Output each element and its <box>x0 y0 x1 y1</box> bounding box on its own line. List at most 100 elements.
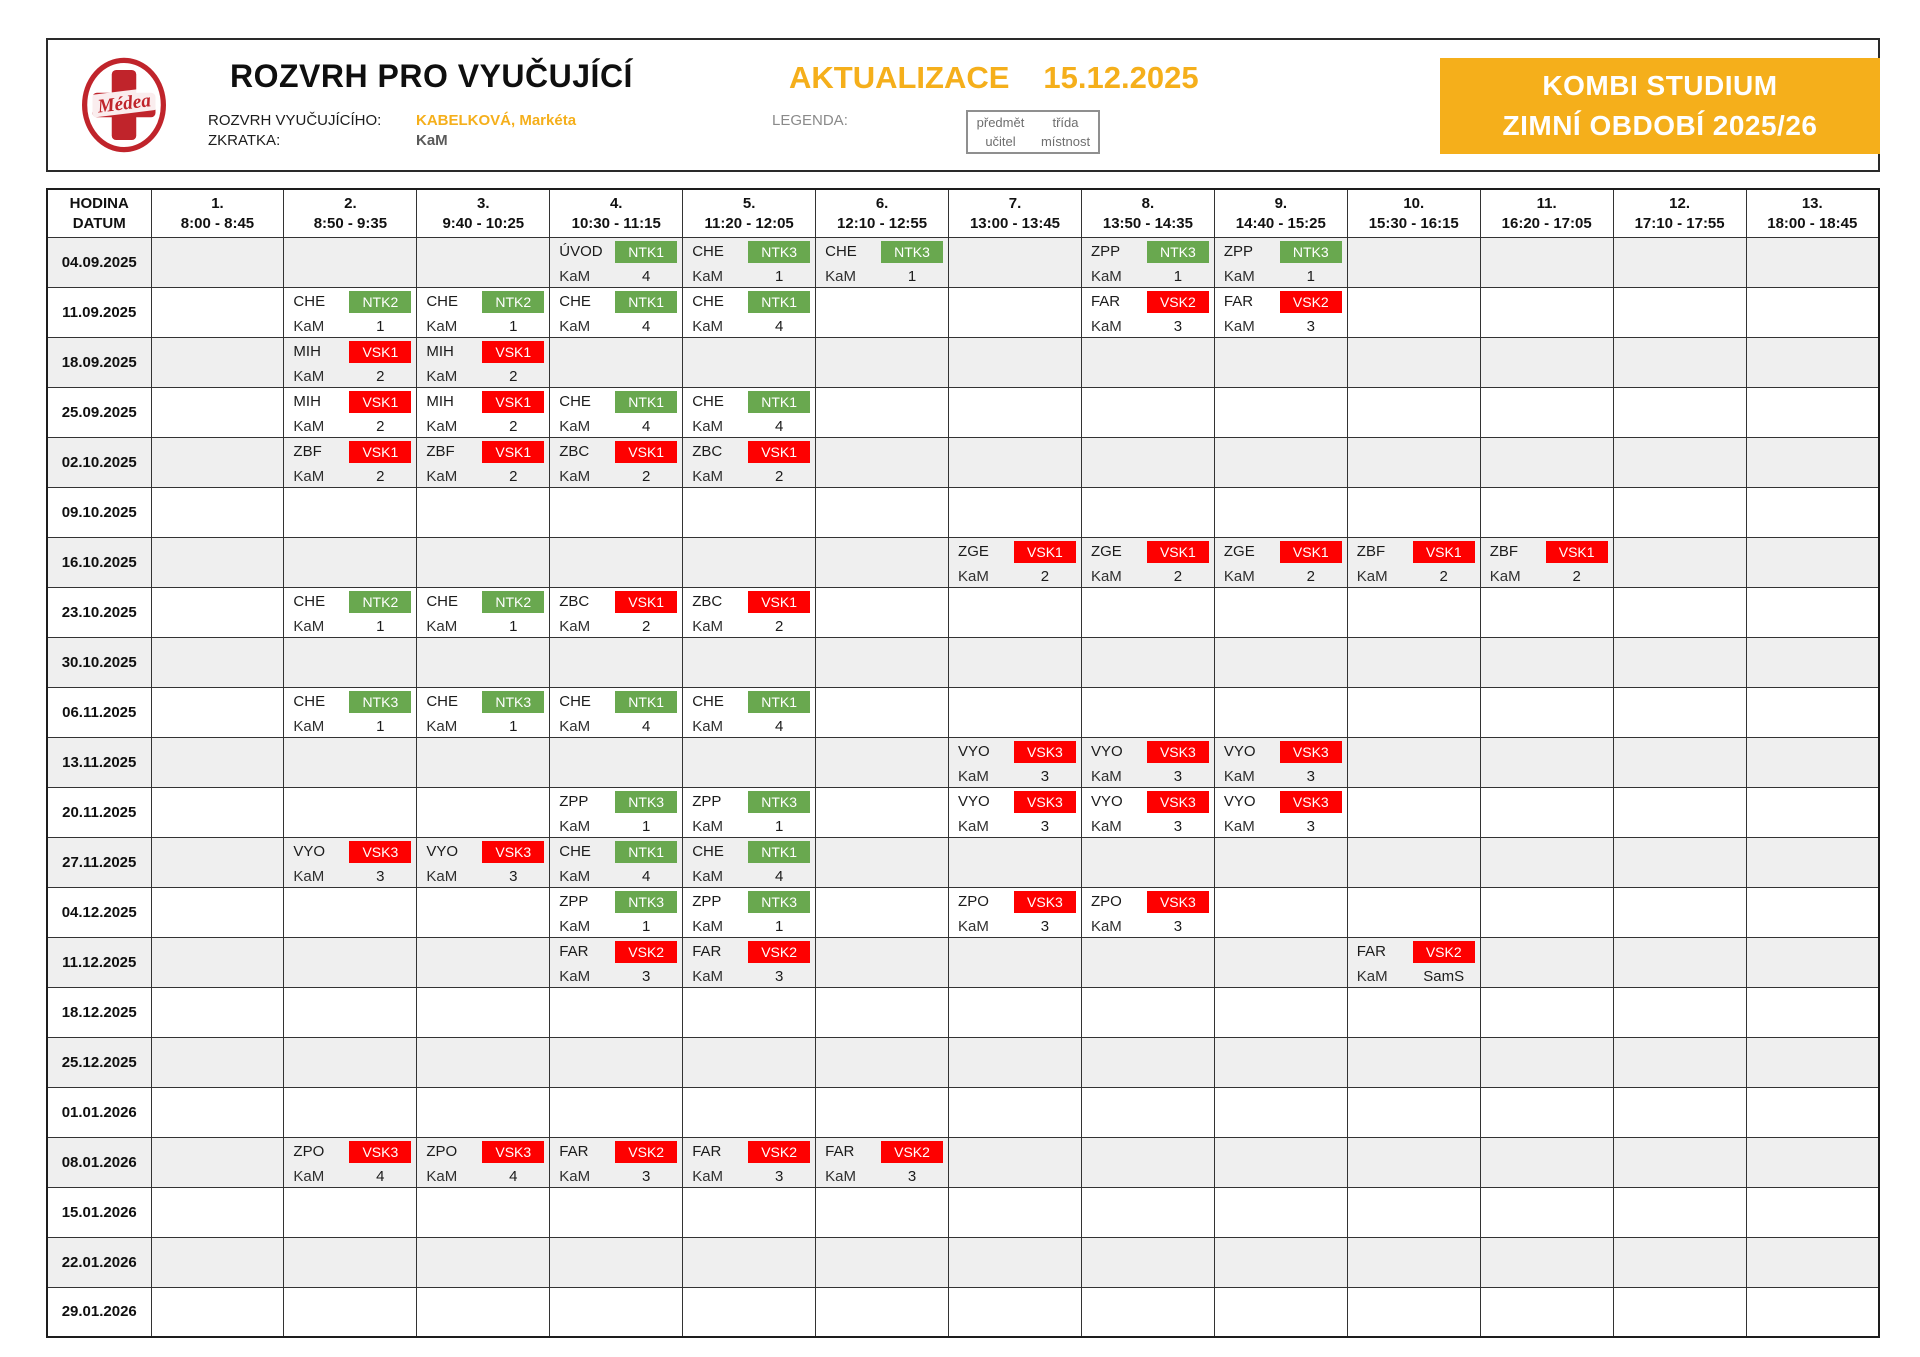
lesson-cell <box>416 786 551 838</box>
lesson-bottom-line: KaM 4 <box>285 1167 416 1187</box>
lesson-cell <box>682 1186 817 1238</box>
date-cell: 27.11.2025 <box>46 836 152 888</box>
lesson-cell <box>1080 836 1215 888</box>
period-number: 12. <box>1669 194 1691 212</box>
lesson-cell <box>150 336 285 388</box>
teacher-abbr-label: KaM <box>559 468 591 485</box>
lesson-cell <box>815 1286 950 1338</box>
lesson-cell <box>1745 486 1880 538</box>
legend-room: místnost <box>1040 133 1091 149</box>
class-badge: VSK3 <box>1146 790 1209 813</box>
lesson-top-line: CHE NTK3 <box>418 688 549 717</box>
lesson-top-line: CHE NTK2 <box>418 288 549 317</box>
subject-label: CHE <box>692 392 724 410</box>
teacher-abbr-label: KaM <box>426 718 458 735</box>
date-cell: 25.09.2025 <box>46 386 152 438</box>
room-label: 3 <box>642 968 651 985</box>
room-label: 3 <box>1306 818 1315 835</box>
update-banner: AKTUALIZACE 15.12.2025 <box>789 60 1199 96</box>
lesson-cell <box>1612 836 1747 888</box>
class-badge: NTK1 <box>748 840 811 863</box>
lesson-cell: ZPP NTK3 KaM 1 <box>682 786 817 838</box>
date-cell: 30.10.2025 <box>46 636 152 688</box>
lesson-cell <box>1479 436 1614 488</box>
lesson-cell <box>1479 786 1614 838</box>
room-label: 4 <box>642 418 651 435</box>
lesson-cell <box>1745 386 1880 438</box>
header-panel: Médea ROZVRH PRO VYUČUJÍCÍ AKTUALIZACE 15… <box>46 38 1880 172</box>
lesson-cell <box>682 1086 817 1138</box>
room-label: 2 <box>1173 568 1183 585</box>
room-label: 3 <box>1173 318 1183 335</box>
class-badge: NTK1 <box>615 390 678 413</box>
teacher-abbr-label: KaM <box>559 968 591 985</box>
lesson-cell <box>815 336 950 388</box>
period-time: 13:50 - 14:35 <box>1102 214 1193 232</box>
teacher-abbr-label: KaM <box>426 418 458 435</box>
lesson-cell <box>682 636 817 688</box>
room-label: 1 <box>376 618 385 635</box>
class-badge: VSK3 <box>1279 740 1342 763</box>
lesson-cell: ZPP NTK3 KaM 1 <box>1213 236 1348 288</box>
lesson-cell <box>1346 236 1481 288</box>
lesson-cell <box>948 336 1082 388</box>
lesson-cell <box>815 436 950 488</box>
period-header-12: 12. 17:10 - 17:55 <box>1612 188 1747 238</box>
schedule-row: 18.09.2025 MIH VSK1 KaM 2 MIH VSK1 KaM 2 <box>46 336 1880 388</box>
subject-label: ZGE <box>958 542 989 560</box>
lesson-cell <box>1346 586 1481 638</box>
lesson-cell <box>1745 1236 1880 1288</box>
teacher-abbr-label: KaM <box>825 268 856 285</box>
subject-label: ZPO <box>958 892 989 910</box>
lesson-cell <box>815 486 950 538</box>
teacher-abbr-label: KaM <box>958 918 989 935</box>
lesson-cell <box>948 236 1082 288</box>
lesson-cell <box>1479 1236 1614 1288</box>
class-badge: VSK3 <box>482 840 545 863</box>
lesson-top-line: ZGE VSK1 <box>1215 538 1346 567</box>
lesson-cell <box>1745 236 1880 288</box>
period-time: 8:50 - 9:35 <box>313 214 388 232</box>
subject-label: MIH <box>426 392 454 410</box>
room-label: 4 <box>376 1168 385 1185</box>
lesson-bottom-line: KaM 2 <box>1481 567 1612 587</box>
lesson-cell <box>1612 1286 1747 1338</box>
lesson-cell <box>150 1286 285 1338</box>
room-label: 3 <box>1173 768 1183 785</box>
lesson-cell <box>1479 336 1614 388</box>
room-label: 3 <box>774 1168 784 1185</box>
room-label: 4 <box>774 868 784 885</box>
lesson-bottom-line: KaM 3 <box>684 1167 815 1187</box>
teacher-abbr-label: KaM <box>1489 568 1521 585</box>
date-cell: 20.11.2025 <box>46 786 152 838</box>
lesson-cell <box>150 786 285 838</box>
lesson-cell <box>1080 1186 1215 1238</box>
lesson-cell <box>283 1286 418 1338</box>
teacher-abbr-label: KaM <box>293 868 325 885</box>
lesson-top-line: CHE NTK3 <box>684 238 815 267</box>
lesson-top-line: CHE NTK3 <box>817 238 948 267</box>
lesson-cell <box>1213 886 1348 938</box>
class-badge: VSK2 <box>748 940 811 963</box>
lesson-cell <box>815 936 950 988</box>
room-label: 1 <box>774 268 784 285</box>
lesson-top-line: CHE NTK1 <box>551 688 682 717</box>
lesson-cell <box>815 386 950 438</box>
lesson-cell: MIH VSK1 KaM 2 <box>283 336 418 388</box>
lesson-cell <box>1612 936 1747 988</box>
class-badge: VSK1 <box>349 440 412 463</box>
lesson-top-line: FAR VSK2 <box>817 1138 948 1167</box>
lesson-cell <box>150 436 285 488</box>
lesson-cell <box>283 486 418 538</box>
lesson-cell <box>1213 936 1348 988</box>
subject-label: FAR <box>825 1142 855 1160</box>
class-badge: VSK1 <box>482 390 545 413</box>
lesson-bottom-line: KaM 2 <box>285 417 416 437</box>
lesson-cell: ZBF VSK1 KaM 2 <box>1479 536 1614 588</box>
lesson-cell: ZPO VSK3 KaM 3 <box>1080 886 1215 938</box>
lesson-bottom-line: KaM 2 <box>418 467 549 487</box>
date-cell: 16.10.2025 <box>46 536 152 588</box>
class-badge: NTK3 <box>748 790 811 813</box>
lesson-cell <box>815 686 950 738</box>
lesson-cell: FAR VSK2 KaM 3 <box>1213 286 1348 338</box>
